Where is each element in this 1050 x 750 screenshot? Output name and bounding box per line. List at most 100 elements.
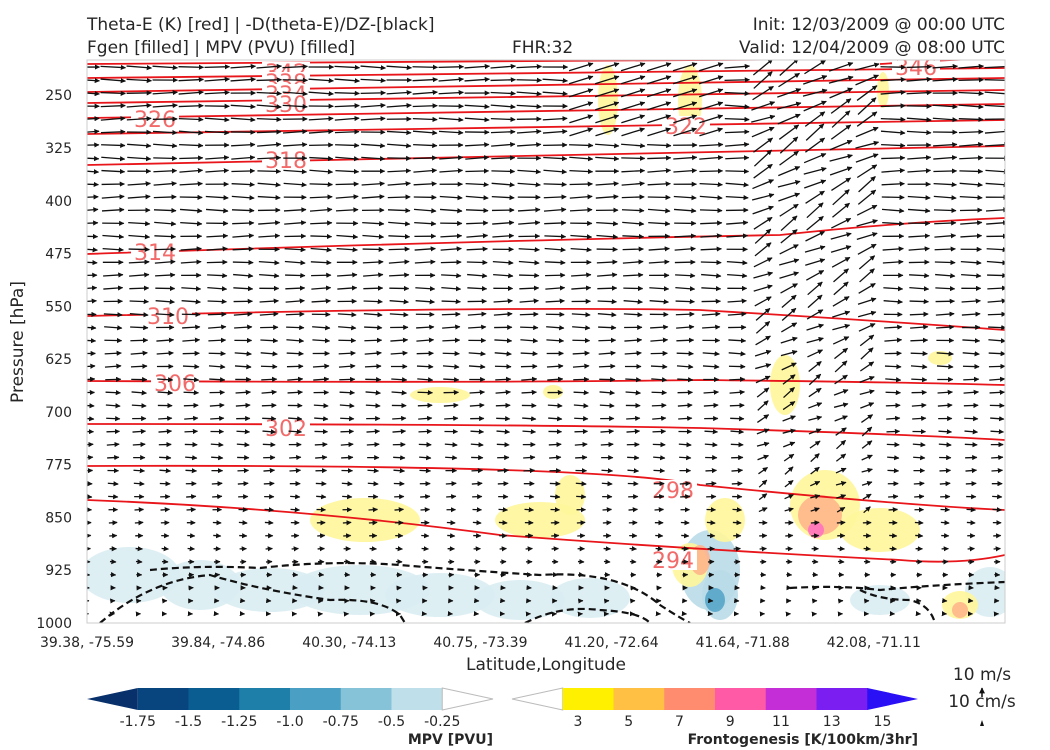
wind-vector (781, 362, 797, 371)
wind-vector (755, 375, 771, 384)
wind-vector (677, 377, 694, 383)
wind-vector (575, 481, 587, 487)
wind-vector (335, 168, 360, 175)
wind-vector (601, 481, 613, 487)
wind-vector (910, 324, 929, 330)
wind-vector (101, 207, 125, 213)
wind-vector (129, 285, 150, 291)
wind-vector (984, 64, 1005, 70)
wind-vector (472, 520, 482, 526)
wind-vector (287, 376, 304, 382)
mpv-fill-core (705, 588, 725, 612)
wind-vector (547, 403, 563, 409)
wind-vector (887, 455, 900, 461)
wind-vector (881, 142, 906, 149)
wind-vector (958, 104, 984, 110)
wind-vector (231, 195, 255, 201)
wind-vector (106, 441, 120, 448)
theta-e-contour-line (87, 307, 1005, 331)
wind-vector (520, 351, 538, 357)
wind-vector (101, 156, 126, 162)
wind-vector (442, 364, 460, 370)
wind-vector (160, 507, 170, 513)
wind-vector (647, 181, 671, 187)
wind-vector (678, 415, 693, 422)
wind-vector (778, 166, 801, 177)
wind-vector (728, 338, 747, 344)
wind-vector (568, 88, 594, 98)
wind-vector (103, 312, 123, 318)
wind-vector (288, 429, 303, 435)
wind-vector (805, 258, 826, 266)
wind-vector (859, 334, 875, 347)
wind-vector (778, 124, 800, 140)
wind-vector (881, 194, 905, 200)
wind-vector (412, 116, 438, 123)
wind-vector (597, 272, 618, 278)
wind-vector (834, 415, 848, 422)
ref-vector-small-arrow (980, 720, 984, 726)
wind-vector (100, 129, 126, 135)
wind-vector (153, 168, 178, 174)
wind-vector (888, 494, 899, 500)
wind-vector (414, 221, 437, 227)
wind-vector (886, 415, 901, 421)
wind-vector (993, 546, 1001, 552)
wind-vector (648, 259, 670, 265)
wind-vector (805, 123, 825, 141)
wind-vector (365, 390, 381, 396)
wind-vector (751, 101, 776, 111)
wind-vector (939, 467, 952, 474)
wind-vector (672, 88, 698, 98)
wind-vector (366, 441, 380, 448)
wind-vector (699, 142, 724, 148)
theta-e-contour-label: 302 (265, 417, 307, 442)
wind-vector (338, 350, 356, 356)
wind-vector (152, 102, 178, 109)
wind-vector (289, 454, 302, 461)
wind-vector (178, 116, 204, 123)
wind-vector (102, 234, 125, 240)
frontogenesis-fill-region (410, 387, 470, 403)
wind-vector (649, 286, 670, 292)
wind-vector (363, 272, 384, 278)
wind-vector (256, 63, 282, 70)
wind-vector (804, 60, 826, 75)
wind-vector (574, 416, 589, 422)
wind-vector (491, 195, 515, 201)
wind-vector (550, 494, 561, 500)
wind-vector (361, 143, 386, 149)
wind-vector (465, 181, 489, 188)
wind-vector (522, 429, 537, 435)
wind-vector (834, 347, 848, 360)
wind-vector (157, 390, 173, 396)
wind-vector (154, 233, 177, 240)
wind-vector (182, 364, 200, 370)
wind-vector (569, 156, 594, 162)
wind-vector (959, 194, 983, 201)
wind-vector (907, 155, 932, 161)
wind-vector (881, 155, 906, 161)
wind-vector (185, 455, 198, 461)
wind-vector (598, 337, 617, 343)
wind-vector (446, 494, 457, 500)
wind-vector (810, 507, 820, 513)
wind-vector (602, 520, 612, 526)
wind-vector (882, 221, 905, 227)
wind-vector (108, 494, 119, 500)
wind-vector (963, 389, 979, 395)
wind-vector (335, 142, 360, 148)
wind-vector (863, 546, 871, 552)
wind-vector (732, 520, 742, 526)
wind-vector (519, 272, 540, 279)
wind-vector (471, 481, 483, 487)
wind-vector (595, 181, 619, 187)
wind-vector (335, 194, 359, 200)
wind-vector (156, 337, 175, 343)
wind-vector (986, 220, 1005, 226)
wind-vector (208, 337, 227, 343)
wind-vector (625, 377, 642, 383)
wind-vector (988, 338, 1005, 344)
wind-vector (698, 62, 724, 72)
x-tick-label: 40.75, -73.39 (433, 635, 527, 651)
